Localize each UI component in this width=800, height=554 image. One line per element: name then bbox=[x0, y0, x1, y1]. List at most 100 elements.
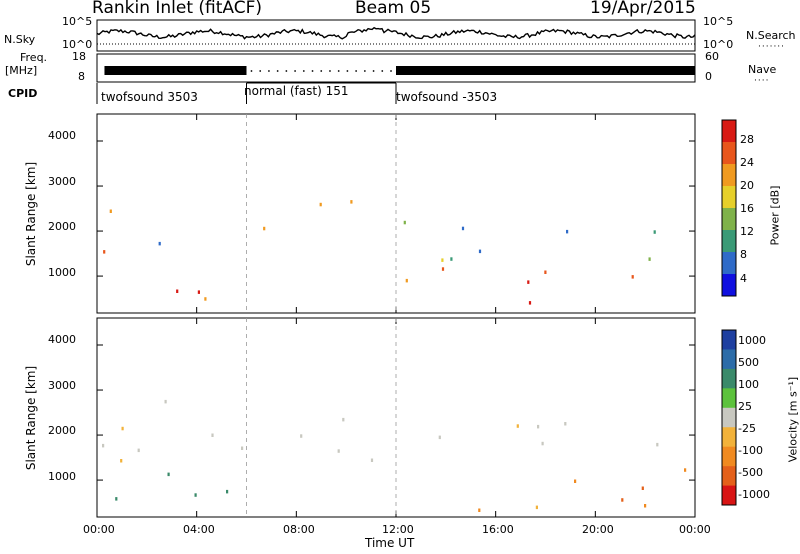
freq-point bbox=[302, 70, 305, 72]
time-tick-2000: 20:00 bbox=[582, 523, 614, 536]
time-tick-0000: 00:00 bbox=[83, 523, 115, 536]
date-label: 19/Apr/2015 bbox=[590, 0, 696, 18]
scatter-cell bbox=[115, 497, 118, 501]
power-cbar-tick-8: 8 bbox=[740, 248, 747, 261]
scatter-cell bbox=[441, 258, 444, 262]
time-tick-0400: 04:00 bbox=[183, 523, 215, 536]
scatter-cell bbox=[684, 468, 687, 472]
power-ylabel: Slant Range [km] bbox=[24, 161, 38, 267]
station-title: Rankin Inlet (fitACF) bbox=[92, 0, 263, 18]
velocity-cbar-tick-m100: -100 bbox=[738, 444, 763, 457]
scatter-cell bbox=[103, 250, 106, 254]
cpid-segment-2: normal (fast) 151 bbox=[244, 84, 349, 98]
power-cbar-tick-4: 4 bbox=[740, 272, 747, 285]
scatter-cell bbox=[211, 433, 214, 437]
power-cbar-tick-24: 24 bbox=[740, 156, 754, 169]
power-scatter-cells bbox=[103, 200, 656, 305]
freq-point bbox=[268, 70, 270, 72]
colorbar-swatch bbox=[722, 446, 736, 467]
frequency-trace bbox=[104, 66, 695, 75]
colorbar-swatch bbox=[722, 368, 736, 389]
colorbar-swatch bbox=[722, 349, 736, 370]
scatter-cell bbox=[120, 459, 123, 463]
nsky-tick-bottom: 10^0 bbox=[62, 38, 93, 51]
cpid-segment-1: twofsound 3503 bbox=[101, 90, 198, 104]
freq-point bbox=[294, 70, 296, 72]
scatter-cell bbox=[574, 479, 577, 483]
scatter-cell bbox=[621, 498, 624, 502]
colorbar-swatch bbox=[722, 466, 736, 486]
freq-point bbox=[311, 70, 314, 72]
scatter-cell bbox=[644, 504, 647, 508]
cpid-segment-lines bbox=[96, 82, 397, 104]
freq-point bbox=[346, 70, 349, 72]
colorbar-frame bbox=[721, 119, 737, 297]
scatter-cell bbox=[566, 229, 569, 234]
nave-tick-top: 60 bbox=[705, 50, 719, 63]
scatter-cell bbox=[403, 220, 406, 225]
nsky-line bbox=[96, 26, 696, 40]
scatter-cell bbox=[537, 424, 540, 429]
power-ytick-1000: 1000 bbox=[48, 266, 76, 279]
velocity-ytick-2000: 2000 bbox=[48, 424, 76, 437]
velocity-ylabel: Slant Range [km] bbox=[24, 365, 38, 471]
colorbar-swatch bbox=[722, 230, 736, 253]
scatter-cell bbox=[641, 486, 644, 490]
nsearch-legend-dots: ······· bbox=[758, 42, 786, 52]
freq-point bbox=[355, 70, 358, 72]
scatter-cell bbox=[405, 278, 408, 283]
time-tick-1200: 12:00 bbox=[382, 523, 414, 536]
scatter-cell bbox=[337, 449, 340, 453]
scatter-cell bbox=[631, 275, 634, 279]
power-ytick-3000: 3000 bbox=[48, 175, 76, 188]
nave-legend-dots: ···· bbox=[754, 76, 770, 86]
scatter-cell bbox=[241, 446, 244, 450]
scatter-cell bbox=[102, 443, 105, 448]
scatter-cell bbox=[564, 422, 567, 426]
freq-point bbox=[276, 70, 279, 72]
freq-point bbox=[320, 70, 323, 72]
scatter-cell bbox=[226, 489, 229, 494]
velocity-cbar-tick-m1000: -1000 bbox=[738, 488, 770, 501]
velocity-cbar-tick-25: 25 bbox=[738, 400, 752, 413]
scatter-cell bbox=[648, 257, 651, 261]
scatter-cell bbox=[370, 458, 374, 462]
power-cbar-tick-12: 12 bbox=[740, 225, 754, 238]
velocity-cbar-tick-m500: -500 bbox=[738, 466, 763, 479]
colorbar-swatch bbox=[722, 186, 736, 209]
colorbar-frame bbox=[721, 329, 737, 506]
beam-label: Beam 05 bbox=[355, 0, 432, 18]
scatter-cell bbox=[450, 257, 453, 261]
time-axis-label: Time UT bbox=[365, 536, 415, 550]
scatter-cell bbox=[516, 424, 519, 428]
freq-band-2 bbox=[396, 66, 695, 75]
colorbar-swatch bbox=[722, 208, 736, 231]
freq-point bbox=[363, 70, 366, 72]
scatter-cell bbox=[319, 202, 322, 207]
velocity-colorbar bbox=[721, 329, 737, 506]
time-tick-2400: 00:00 bbox=[679, 523, 711, 536]
time-tick-0800: 08:00 bbox=[283, 523, 315, 536]
freq-tick-bottom: 8 bbox=[78, 70, 85, 83]
nave-tick-bottom: 0 bbox=[705, 70, 712, 83]
scatter-cell bbox=[535, 505, 538, 510]
scatter-cell bbox=[653, 230, 656, 234]
scatter-cell bbox=[438, 435, 441, 440]
velocity-scatter-cells bbox=[102, 399, 687, 512]
cpid-label: CPID bbox=[8, 87, 38, 100]
nave-label: Nave bbox=[748, 63, 777, 76]
time-tick-1600: 16:00 bbox=[482, 523, 514, 536]
scatter-cell bbox=[478, 249, 482, 254]
colorbar-swatch bbox=[722, 407, 736, 428]
colorbar-swatch bbox=[722, 120, 736, 143]
scatter-cell bbox=[263, 226, 266, 231]
power-colorbar bbox=[721, 119, 737, 297]
nsearch-label: N.Search bbox=[746, 29, 796, 42]
axis-ticks bbox=[96, 114, 696, 517]
colorbar-swatch bbox=[722, 485, 736, 506]
nsearch-tick-bottom: 10^0 bbox=[703, 38, 734, 51]
velocity-cbar-tick-100: 100 bbox=[738, 378, 759, 391]
cpid-segment-3: twofsound -3503 bbox=[396, 90, 498, 104]
velocity-cbar-tick-m25: -25 bbox=[738, 422, 756, 435]
